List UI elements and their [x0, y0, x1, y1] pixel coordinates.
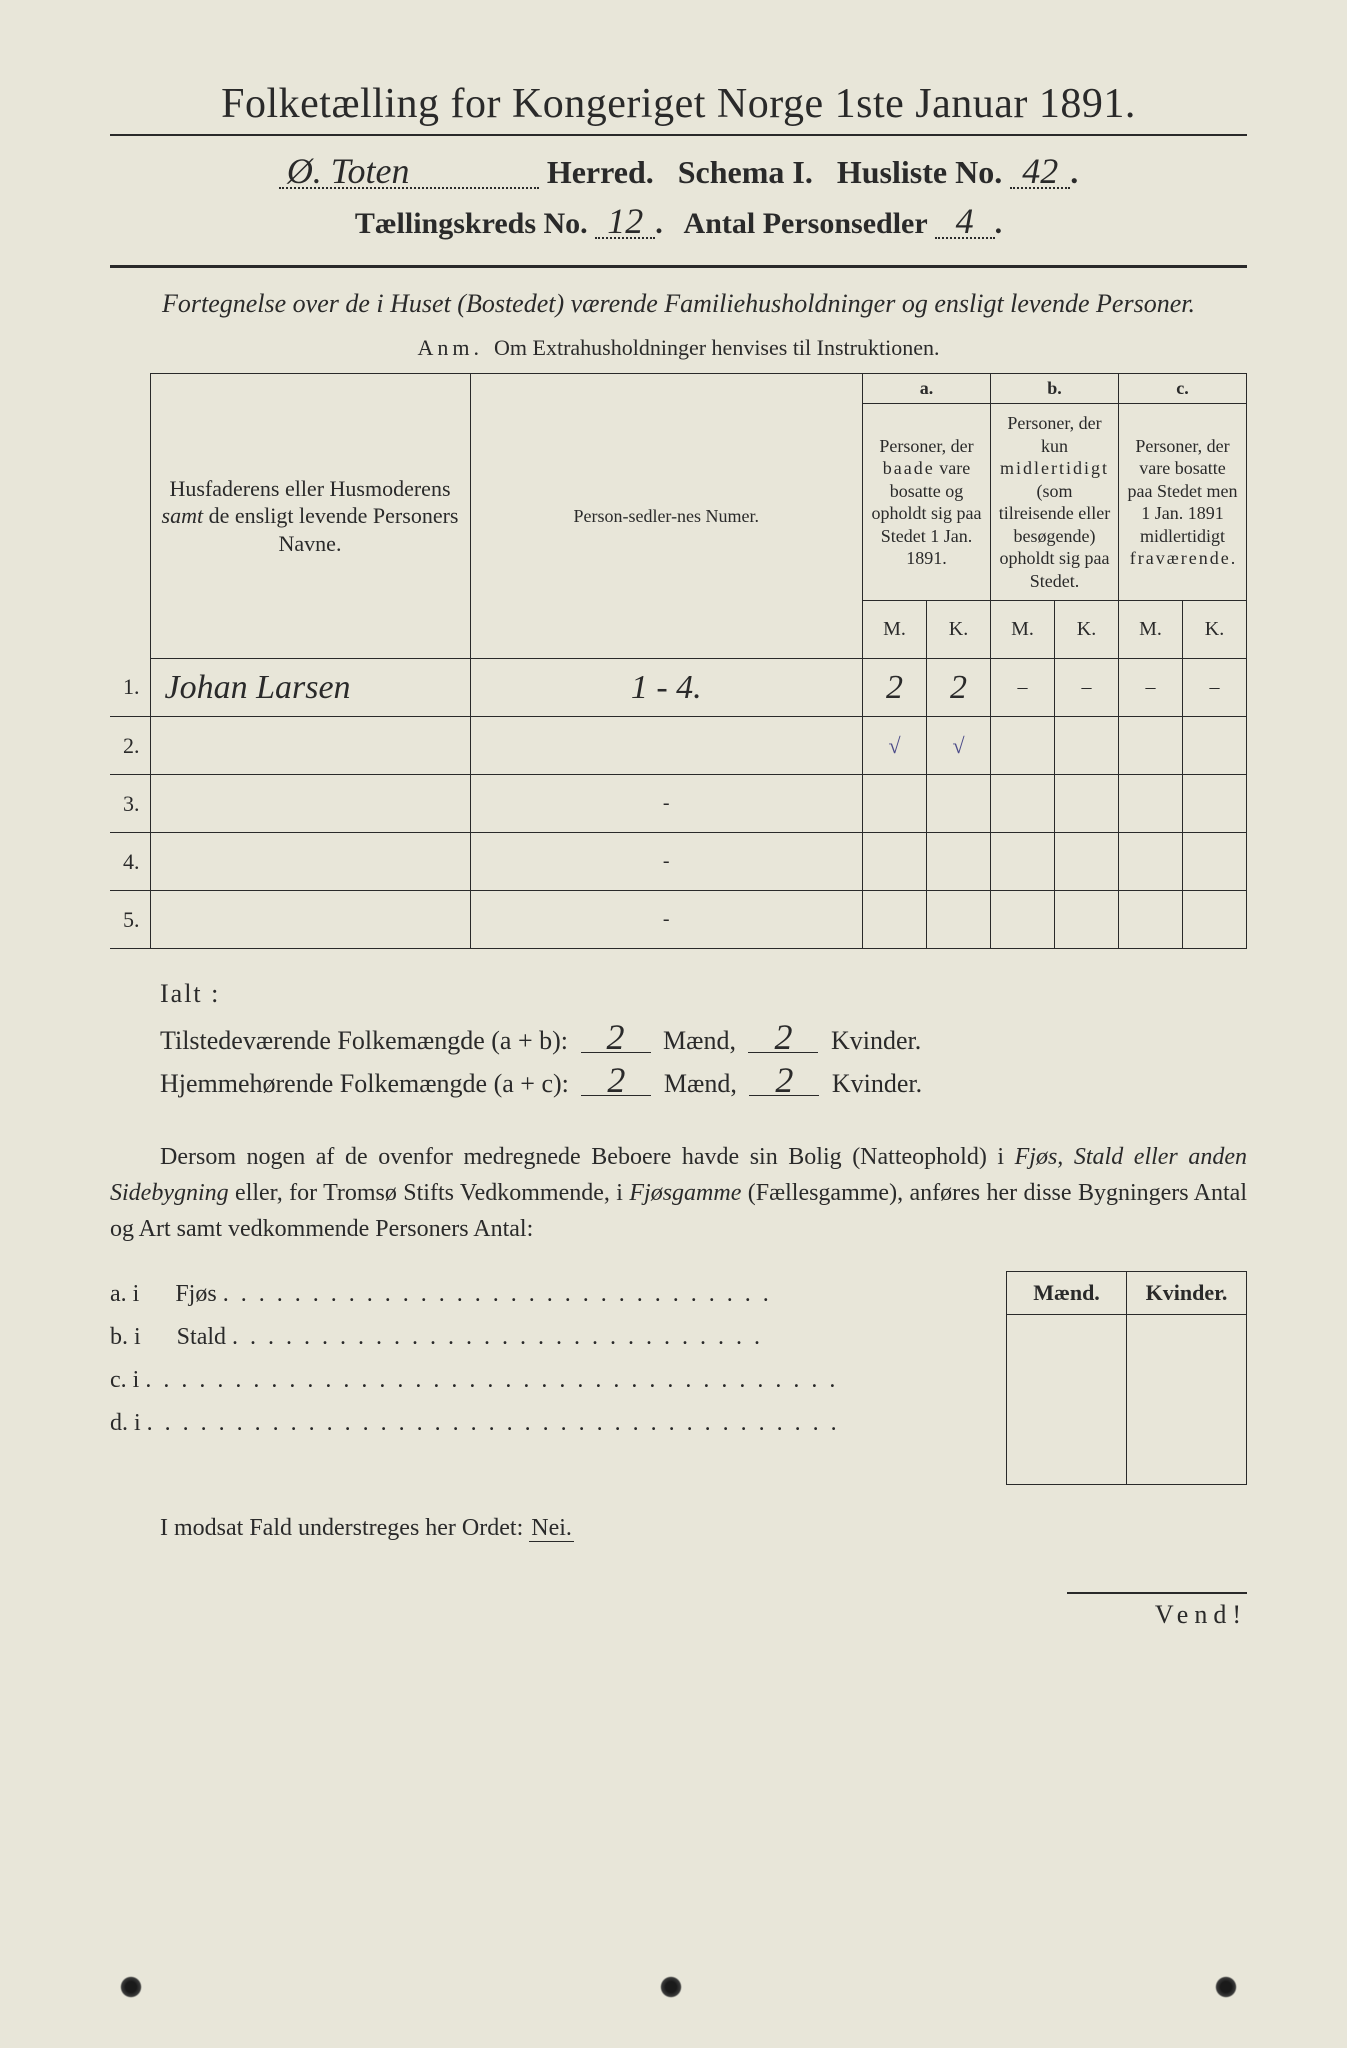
- present-maend: 2: [581, 1023, 651, 1053]
- table-row: 2. √ √: [110, 717, 1247, 775]
- row-psnum: -: [470, 891, 863, 949]
- col-c-top: c.: [1119, 374, 1247, 404]
- row-name: Johan Larsen: [150, 659, 470, 717]
- check-am: √: [863, 717, 927, 775]
- kreds-value: 12: [595, 205, 655, 239]
- building-paragraph: Dersom nogen af de ovenfor medregnede Be…: [110, 1139, 1247, 1247]
- col-a-k: K.: [927, 601, 991, 659]
- table-row: 5. -: [110, 891, 1247, 949]
- kreds-label: Tællingskreds No.: [355, 207, 588, 240]
- bcell-kvinder: [1127, 1315, 1247, 1485]
- table-row: 1. Johan Larsen 1 - 4. 2 2 – – – –: [110, 659, 1247, 717]
- building-row: d. i . . . . . . . . . . . . . . . . . .…: [110, 1410, 1006, 1437]
- nei-word: Nei.: [529, 1515, 574, 1542]
- bcol-maend: Mænd.: [1007, 1272, 1127, 1315]
- col-num-header: Person-sedler-nes Numer.: [470, 374, 863, 659]
- row-name: [150, 717, 470, 775]
- row-psnum: 1 - 4.: [470, 659, 863, 717]
- col-c-m: M.: [1119, 601, 1183, 659]
- building-row: c. i . . . . . . . . . . . . . . . . . .…: [110, 1367, 1006, 1394]
- divider: [110, 265, 1247, 268]
- husliste-value: 42: [1010, 155, 1070, 189]
- row-num: 4.: [110, 833, 150, 891]
- totals-resident: Hjemmehørende Folkemængde (a + c): 2 Mæn…: [160, 1066, 1247, 1099]
- col-name-header: Husfaderens eller Husmoderens samt de en…: [150, 374, 470, 659]
- table-row: 4. -: [110, 833, 1247, 891]
- herred-value: Ø. Toten: [279, 155, 539, 189]
- col-c-k: K.: [1183, 601, 1247, 659]
- row-num: 3.: [110, 775, 150, 833]
- col-b-m: M.: [991, 601, 1055, 659]
- col-b-k: K.: [1055, 601, 1119, 659]
- col-a-header: Personer, der baade vare bosatte og opho…: [863, 404, 991, 601]
- cell-ck: –: [1183, 659, 1247, 717]
- row-psnum: -: [470, 775, 863, 833]
- husliste-label: Husliste No.: [837, 154, 1002, 190]
- check-ak: √: [927, 717, 991, 775]
- schema-label: Schema I.: [678, 154, 813, 190]
- building-list: a. i Fjøs . . . . . . . . . . . . . . . …: [110, 1271, 1006, 1485]
- cell-cm: –: [1119, 659, 1183, 717]
- form-subtitle: Fortegnelse over de i Huset (Bostedet) v…: [110, 286, 1247, 321]
- page-title: Folketælling for Kongeriget Norge 1ste J…: [110, 80, 1247, 136]
- totals-present: Tilstedeværende Folkemængde (a + b): 2 M…: [160, 1023, 1247, 1056]
- resident-kvinder: 2: [749, 1066, 819, 1096]
- col-b-top: b.: [991, 374, 1119, 404]
- punch-hole-icon: [1215, 1976, 1237, 1998]
- present-kvinder: 2: [748, 1023, 818, 1053]
- bcol-kvinder: Kvinder.: [1127, 1272, 1247, 1315]
- punch-hole-icon: [660, 1976, 682, 1998]
- cell-bk: –: [1055, 659, 1119, 717]
- row-num: 2.: [110, 717, 150, 775]
- building-block: a. i Fjøs . . . . . . . . . . . . . . . …: [110, 1271, 1247, 1485]
- building-row: a. i Fjøs . . . . . . . . . . . . . . . …: [110, 1281, 1006, 1308]
- col-c-header: Personer, der vare bosatte paa Stedet me…: [1119, 404, 1247, 601]
- header-line-3: Tællingskreds No. 12. Antal Personsedler…: [110, 205, 1247, 241]
- row-num: 5.: [110, 891, 150, 949]
- antal-label: Antal Personsedler: [684, 207, 928, 240]
- herred-label: Herred.: [547, 154, 654, 190]
- col-a-m: M.: [863, 601, 927, 659]
- row-num: 1.: [110, 659, 150, 717]
- cell-bm: –: [991, 659, 1055, 717]
- census-form-page: Folketælling for Kongeriget Norge 1ste J…: [0, 0, 1347, 2048]
- cell-ak: 2: [927, 659, 991, 717]
- col-b-header: Personer, der kun midlertidigt (som tilr…: [991, 404, 1119, 601]
- building-mk-table: Mænd. Kvinder.: [1006, 1271, 1247, 1485]
- punch-hole-icon: [120, 1976, 142, 1998]
- nei-line: I modsat Fald understreges her Ordet: Ne…: [110, 1515, 1247, 1542]
- row-psnum: [470, 717, 863, 775]
- anm-text: Om Extrahusholdninger henvises til Instr…: [494, 335, 939, 360]
- anm-line: Anm. Om Extrahusholdninger henvises til …: [110, 335, 1247, 361]
- cell-am: 2: [863, 659, 927, 717]
- row-psnum: -: [470, 833, 863, 891]
- bcell-maend: [1007, 1315, 1127, 1485]
- table-row: 3. -: [110, 775, 1247, 833]
- antal-value: 4: [935, 205, 995, 239]
- col-a-top: a.: [863, 374, 991, 404]
- building-row: b. i Stald . . . . . . . . . . . . . . .…: [110, 1324, 1006, 1351]
- ialt-label: Ialt :: [160, 979, 1247, 1009]
- vend-label: Vend!: [1067, 1592, 1247, 1630]
- resident-maend: 2: [581, 1066, 651, 1096]
- anm-label: Anm.: [418, 335, 484, 360]
- household-table: Husfaderens eller Husmoderens samt de en…: [110, 373, 1247, 949]
- totals-block: Ialt : Tilstedeværende Folkemængde (a + …: [160, 979, 1247, 1099]
- header-line-2: Ø. Toten Herred. Schema I. Husliste No. …: [110, 154, 1247, 191]
